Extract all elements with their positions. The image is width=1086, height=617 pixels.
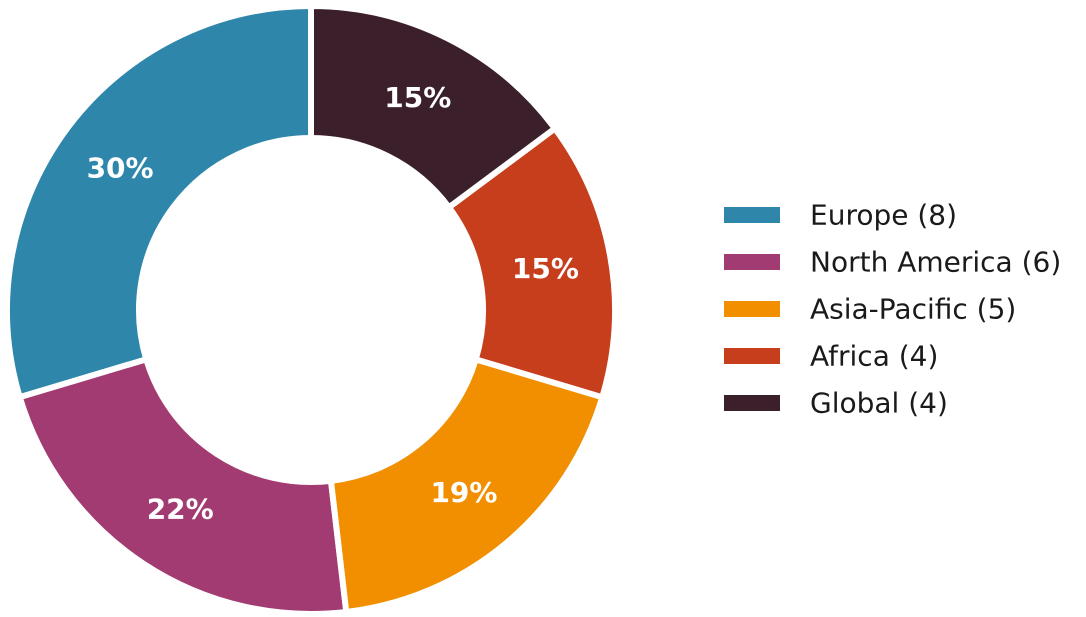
legend-label-north-america: North America (6) [810, 246, 1061, 279]
slice-africa [444, 124, 618, 401]
legend-label-europe: Europe (8) [810, 199, 957, 232]
legend-item-north-america: North America (6) [724, 246, 1061, 279]
slice-label-europe: 30% [87, 151, 154, 184]
slice-europe [4, 2, 314, 401]
slice-north-america [16, 355, 350, 617]
legend-label-africa: Africa (4) [810, 340, 938, 373]
donut-slices [4, 2, 618, 617]
slice-label-north-america: 22% [147, 492, 214, 525]
legend-item-europe: Europe (8) [724, 199, 957, 232]
legend-item-asia-pacific: Asia-Pacific (5) [724, 293, 1016, 326]
slice-global [308, 2, 560, 212]
legend-swatch-europe [724, 207, 780, 223]
slice-labels: 30% 22% 19% 15% 15% [87, 81, 579, 526]
legend-swatch-north-america [724, 254, 780, 270]
slice-asia-pacific [327, 355, 606, 616]
legend-swatch-asia-pacific [724, 301, 780, 317]
legend-item-global: Global (4) [724, 387, 948, 420]
slice-label-africa: 15% [512, 252, 579, 285]
legend-swatch-africa [724, 348, 780, 364]
legend: Europe (8) North America (6) Asia-Pacific … [724, 199, 1061, 420]
legend-swatch-global [724, 395, 780, 411]
legend-label-global: Global (4) [810, 387, 948, 420]
legend-label-asia-pacific: Asia-Pacific (5) [810, 293, 1016, 326]
slice-label-global: 15% [384, 81, 451, 114]
slice-label-asia-pacific: 19% [430, 476, 497, 509]
legend-item-africa: Africa (4) [724, 340, 938, 373]
